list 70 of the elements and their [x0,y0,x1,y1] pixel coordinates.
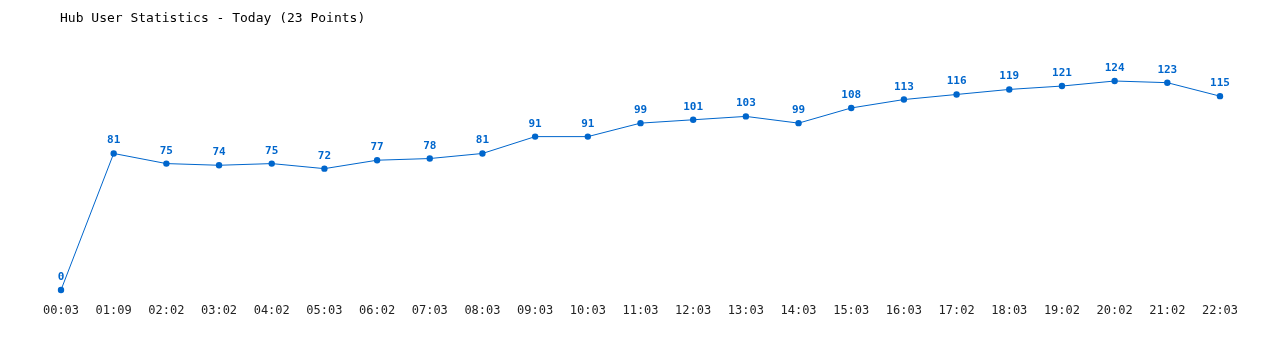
data-label: 115 [1210,76,1230,90]
point [426,155,433,162]
x-tick-label: 01:09 [95,303,132,317]
data-label: 121 [1052,66,1073,80]
data-label: 113 [893,79,914,93]
point [1006,86,1013,93]
point [953,91,960,98]
x-tick-label: 15:03 [833,303,870,317]
data-label: 108 [841,87,862,101]
point [637,119,644,127]
data-label: 99 [791,103,806,117]
point [531,133,539,140]
data-label: 91 [528,116,543,130]
data-label: 103 [735,96,756,110]
data-label: 0 [57,270,65,283]
data-label: 119 [999,69,1020,83]
x-tick-label: 04:02 [253,303,290,317]
data-label: 123 [1157,62,1178,76]
point [848,104,855,112]
point [373,157,381,164]
point [110,150,117,157]
data-label: 124 [1104,61,1125,74]
point [584,133,592,140]
x-tick-label: 00:03 [42,303,80,317]
data-label: 72 [317,148,332,162]
data-label: 77 [370,140,384,154]
data-label: 81 [475,133,490,147]
data-label: 75 [265,143,279,157]
point [742,113,750,120]
x-tick-label: 14:03 [780,303,817,317]
point [268,160,275,167]
x-tick-label: 07:03 [411,303,448,317]
x-tick-label: 18:03 [991,303,1028,317]
data-label: 101 [683,99,704,113]
x-tick-label: 03:02 [200,303,238,317]
x-tick-label: 21:02 [1149,303,1186,317]
x-tick-label: 12:03 [675,303,712,317]
point [321,165,328,172]
x-tick-label: 08:03 [464,303,501,317]
point [57,286,65,294]
x-tick-label: 20:02 [1096,303,1133,317]
x-tick-label: 16:03 [885,303,922,317]
point [1216,92,1224,100]
data-label: 91 [581,116,595,130]
x-tick-label: 10:03 [569,303,606,317]
data-label: 75 [159,143,173,157]
x-tick-label: 05:03 [306,303,343,317]
data-label: 74 [212,145,227,159]
x-tick-label: 09:03 [517,303,554,317]
point [1111,77,1118,85]
point [795,119,802,127]
x-tick-label: 13:03 [727,303,764,317]
x-tick-label: 17:02 [938,303,975,317]
x-tick-label: 06:02 [359,303,396,317]
point [1164,79,1171,86]
x-tick-label: 11:03 [622,303,659,317]
x-tick-label: 22:03 [1201,303,1239,317]
point [1058,82,1066,90]
chart-title: Hub User Statistics - Today (23 Points) [60,10,366,25]
point [900,96,908,103]
data-label: 78 [423,138,437,152]
data-label: 81 [107,133,121,147]
data-label: 116 [946,74,967,88]
point [479,150,486,157]
data-label: 99 [633,103,648,117]
x-tick-label: 19:02 [1043,303,1081,317]
point [163,160,170,167]
point [689,116,697,123]
x-tick-label: 02:02 [148,303,185,317]
point [215,162,223,169]
